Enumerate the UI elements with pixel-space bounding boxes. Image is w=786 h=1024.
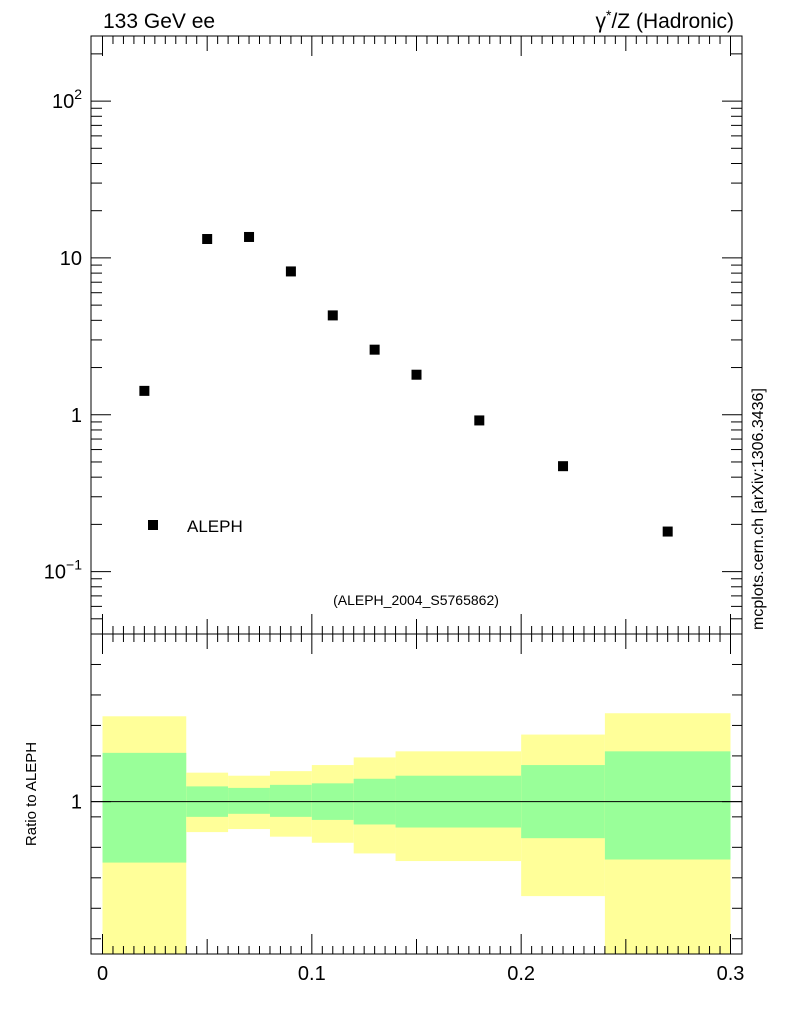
header-right-title: γ*/Z (Hadronic): [596, 7, 734, 33]
header-left-title: 133 GeV ee: [103, 10, 215, 33]
data-point: [558, 461, 569, 472]
x-tick-label: 0.1: [298, 963, 326, 985]
main-y-tick-label: 1: [71, 405, 82, 427]
title-rest: /Z (Hadronic): [611, 10, 734, 33]
side-label: mcplots.cern.ch [arXiv:1306.3436]: [750, 388, 767, 630]
data-point: [369, 344, 380, 355]
ratio-y-axis-label: Ratio to ALEPH: [23, 742, 40, 846]
x-tick-labels: 0 0.1 0.2 0.3: [97, 963, 744, 985]
main-y-tick-label: 102: [52, 86, 82, 113]
main-plot-frame: [90, 35, 743, 635]
ratio-axis-ticks: [91, 633, 742, 954]
analysis-id-label: (ALEPH_2004_S5765862): [333, 592, 499, 608]
x-tick-label: 0: [97, 963, 108, 985]
data-point: [662, 526, 673, 537]
main-plot-panel: 10−1 1 10 102 (ALEPH_2004_S5765862) ALEPH: [44, 35, 743, 635]
main-y-tick-label: 10: [60, 248, 82, 270]
ratio-inner-band: [228, 787, 270, 814]
x-tick-label: 0.2: [507, 963, 535, 985]
data-point: [411, 369, 422, 380]
title-superscript-star: *: [606, 7, 612, 23]
ratio-y-tick-label: 1: [71, 792, 82, 814]
main-axis-ticks: [91, 36, 742, 635]
ratio-y-tick-labels: 1: [71, 792, 82, 814]
legend-label: ALEPH: [187, 517, 243, 536]
data-point: [244, 231, 255, 242]
title-gamma-symbol: γ: [596, 10, 607, 33]
main-y-tick-labels: 10−1 1 10 102: [44, 86, 82, 584]
ratio-plot-frame: [90, 633, 743, 955]
data-point: [202, 234, 213, 245]
ratio-uncertainty-bands: [102, 713, 731, 954]
data-point: [327, 310, 338, 321]
ratio-inner-band: [102, 752, 187, 863]
data-point: [285, 266, 296, 277]
legend-marker: [148, 520, 158, 530]
main-y-tick-label: 10−1: [44, 557, 82, 584]
x-tick-label: 0.3: [717, 963, 745, 985]
data-point: [139, 385, 150, 396]
ratio-inner-band: [269, 784, 312, 817]
data-point: [474, 415, 485, 426]
main-data-points: [139, 231, 673, 537]
ratio-plot-panel: 1 0 0.1 0.2 0.3 Ratio to ALEPH: [23, 633, 744, 985]
ratio-inner-band: [604, 751, 731, 860]
